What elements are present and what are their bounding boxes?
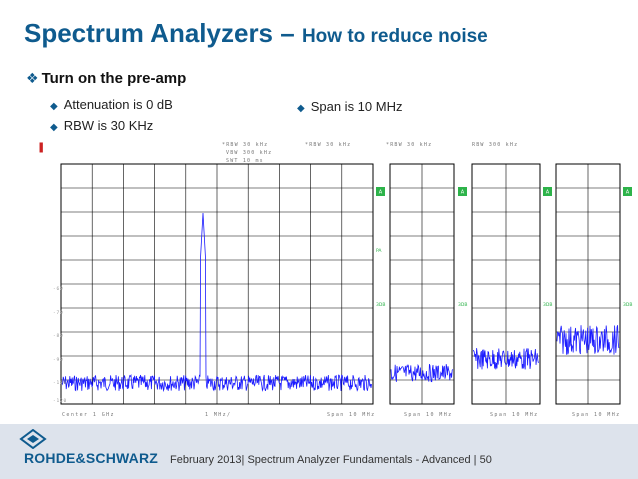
diamond-icon: ◆ [50, 122, 58, 133]
level-label: 3DB [458, 302, 467, 308]
ref-label: PA [376, 248, 382, 254]
diamond-icon: ◆ [297, 103, 305, 114]
y-label: -120 [53, 398, 67, 404]
x-label-span: Span 10 MHz [327, 412, 376, 418]
sub-bullet-span: ◆ Span is 10 MHz [297, 99, 402, 114]
small-spectrum-panel-2: Span 10 MHz 3DB A [471, 163, 552, 418]
rbw-label-3: *RBW 30 kHz [386, 142, 432, 148]
main-grid [61, 164, 373, 404]
panel-grid [390, 164, 454, 404]
panel-span-label: Span 10 MHz [490, 412, 539, 418]
panel-trace [472, 348, 539, 370]
marker-label: A [626, 190, 630, 196]
marker-badge [458, 187, 467, 196]
company-logo: ROHDE&SCHWARZ [24, 450, 159, 466]
sub-bullet-text: Attenuation is 0 dB [63, 97, 173, 112]
level-label: 3DB [543, 302, 552, 308]
panel-trace [556, 325, 620, 355]
y-label: -100 [53, 380, 67, 386]
y-label: -80 [53, 333, 64, 339]
marker-label: A [546, 190, 550, 196]
main-spectrum-panel: -60 -70 -80 -90 -100 -120 Center 1 GHz 1… [53, 163, 385, 418]
rbw-label-2: *RBW 30 kHz [305, 142, 351, 148]
diamond-icon: ◆ [50, 101, 58, 112]
title-main: Spectrum Analyzers – [24, 18, 302, 48]
main-bullet-text: Turn on the pre-amp [41, 70, 187, 87]
panel-span-label: Span 10 MHz [572, 412, 621, 418]
sub-bullet-attenuation: ◆ Attenuation is 0 dB [50, 97, 173, 112]
rohde-schwarz-emblem-icon [19, 429, 47, 449]
y-label: -90 [53, 357, 64, 363]
small-spectrum-panel-1: Span 10 MHz 3DB A [389, 163, 467, 418]
spectrum-screenshots: ❚ *RBW 30 kHz VBW 300 kHz SWT 10 ms *RBW… [37, 142, 632, 418]
panel-grid [556, 164, 620, 404]
level-label: 3DB [623, 302, 632, 308]
rbw-label-1: *RBW 30 kHz [222, 142, 268, 148]
marker-badge [543, 187, 552, 196]
vbw-label: VBW 300 kHz [226, 150, 272, 156]
marker-badge [376, 187, 385, 196]
panel-trace [390, 363, 454, 383]
rbw-label-4: RBW 300 kHz [472, 142, 518, 148]
main-bullet: ❖ Turn on the pre-amp [26, 70, 186, 87]
marker-label: A [461, 190, 465, 196]
footer-text: February 2013| Spectrum Analyzer Fundame… [170, 454, 492, 466]
swt-label: SWT 10 ms [226, 158, 264, 164]
small-spectrum-panel-3: Span 10 MHz 3DB A [555, 163, 632, 418]
marker-badge [623, 187, 632, 196]
title-sub: How to reduce noise [301, 26, 488, 47]
x-label-division: 1 MHz/ [205, 412, 231, 418]
x-label-center: Center 1 GHz [62, 412, 115, 418]
main-trace [61, 212, 372, 393]
panel-span-label: Span 10 MHz [404, 412, 453, 418]
sub-bullet-text: Span is 10 MHz [310, 99, 403, 114]
level-label: 3DB [376, 302, 385, 308]
y-label: -60 [53, 286, 64, 292]
sub-bullet-rbw: ◆ RBW is 30 KHz [50, 118, 153, 133]
y-label: -70 [53, 310, 64, 316]
marker-label: A [379, 190, 383, 196]
sub-bullet-text: RBW is 30 KHz [63, 118, 154, 133]
analyzer-logo-icon: ❚ [37, 142, 45, 153]
footer-band [0, 424, 638, 479]
diamond-bullet-icon: ❖ [26, 70, 39, 86]
page-title: Spectrum Analyzers – How to reduce noise [24, 18, 488, 49]
